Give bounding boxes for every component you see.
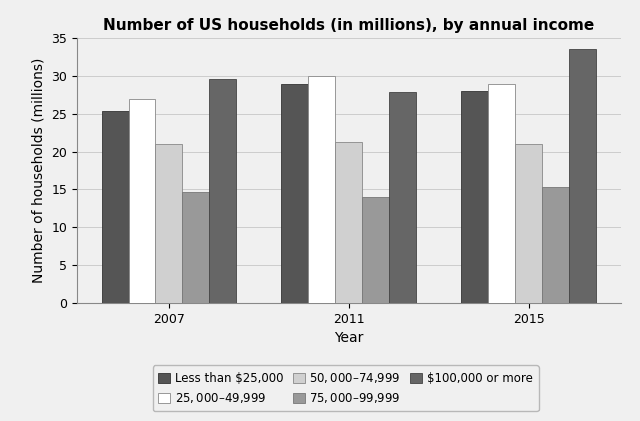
Y-axis label: Number of households (millions): Number of households (millions) — [31, 58, 45, 283]
Bar — [102, 112, 129, 303]
Title: Number of US households (in millions), by annual income: Number of US households (in millions), b… — [103, 18, 595, 32]
Bar — [156, 144, 182, 303]
Bar — [488, 84, 515, 303]
Bar — [515, 144, 542, 303]
Bar — [182, 192, 209, 303]
Bar — [335, 142, 362, 303]
Legend: Less than $25,000, $25,000–$49,999, $50,000–$74,999, $75,000–$99,999, $100,000 o: Less than $25,000, $25,000–$49,999, $50,… — [152, 365, 539, 411]
Bar — [129, 99, 156, 303]
Bar — [542, 187, 569, 303]
Bar — [308, 76, 335, 303]
Bar — [569, 49, 596, 303]
Bar — [389, 92, 416, 303]
Bar — [209, 79, 236, 303]
Bar — [461, 91, 488, 303]
Bar — [282, 84, 308, 303]
X-axis label: Year: Year — [334, 331, 364, 345]
Bar — [362, 197, 389, 303]
